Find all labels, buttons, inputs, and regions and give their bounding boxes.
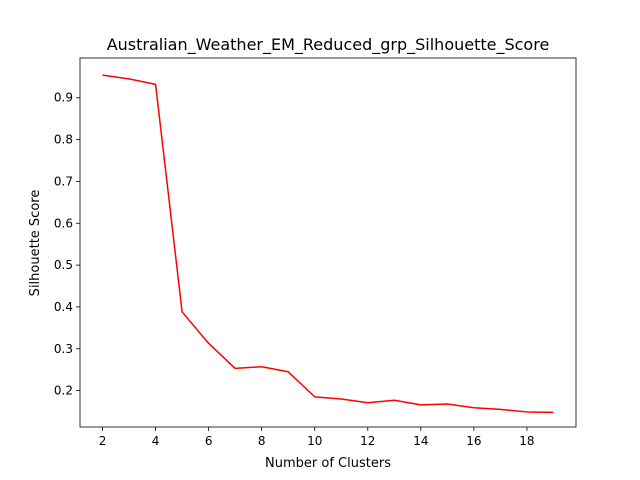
plot-area: 2 4 6 8 10 12 14 16 18 0.2 0.3 0.4 0.5 0.6 0.7 0.8 0.9 xyxy=(54,57,577,448)
x-tick-label: 16 xyxy=(466,434,481,448)
y-tick-label: 0.3 xyxy=(54,342,73,356)
y-tick-label: 0.2 xyxy=(54,384,73,398)
x-tick-label: 4 xyxy=(152,434,160,448)
y-axis-label: Silhouette Score xyxy=(28,190,43,297)
y-tick-label: 0.7 xyxy=(54,174,73,188)
y-tick-label: 0.4 xyxy=(54,300,73,314)
x-tick-label: 12 xyxy=(360,434,375,448)
x-tick-label: 18 xyxy=(519,434,534,448)
series-line-0 xyxy=(102,74,554,414)
x-axis-label: Number of Clusters xyxy=(265,456,391,471)
x-tick-label: 14 xyxy=(413,434,428,448)
chart-title: Australian_Weather_EM_Reduced_grp_Silhou… xyxy=(107,35,550,55)
x-tick-label: 6 xyxy=(205,434,213,448)
y-tick-label: 0.5 xyxy=(54,258,73,272)
x-tick-label: 10 xyxy=(307,434,322,448)
y-tick-label: 0.9 xyxy=(54,91,73,105)
x-tick-label: 8 xyxy=(258,434,266,448)
y-tick-label: 0.8 xyxy=(54,133,73,147)
x-tick-label: 2 xyxy=(99,434,107,448)
y-tick-label: 0.6 xyxy=(54,216,73,230)
axes-frame xyxy=(79,57,577,428)
